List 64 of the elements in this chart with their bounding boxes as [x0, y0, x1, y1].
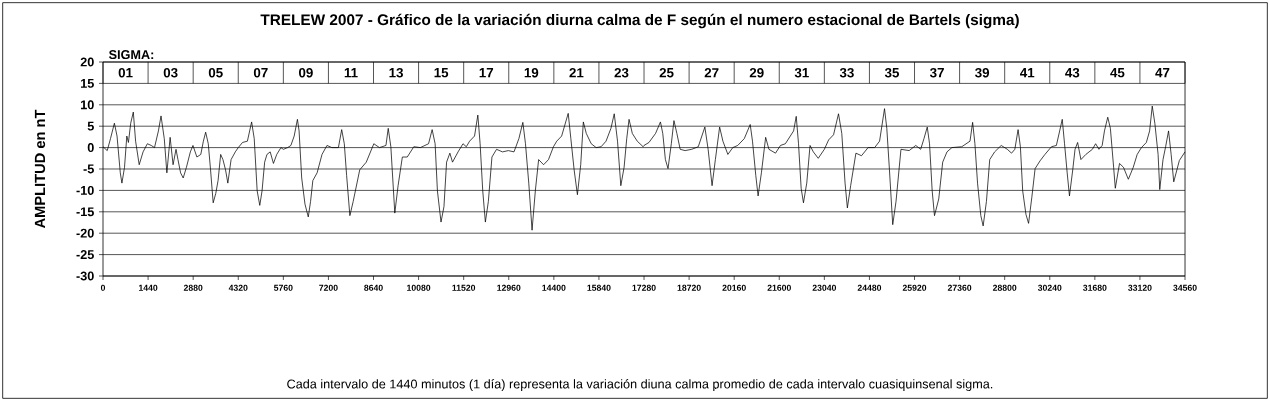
annotation: 41 [1020, 68, 1035, 78]
annotation: 21 [569, 68, 584, 78]
x-tick-label: 14400 [542, 284, 566, 291]
annotation: 05 [208, 67, 223, 78]
annotation: 35 [884, 67, 900, 78]
x-tick-label: 5760 [273, 284, 293, 291]
x-tick-label: 25920 [902, 284, 927, 291]
y-tick-label: -10 [76, 185, 94, 195]
y-tick-label: 0 [87, 143, 94, 153]
y-tick-label: -15 [76, 207, 94, 217]
x-tick-label: 31680 [1083, 284, 1107, 291]
x-tick-label: 30240 [1037, 284, 1062, 291]
x-tick-label: 27360 [947, 284, 972, 291]
x-tick-label: 24480 [857, 284, 882, 291]
annotation: 25 [659, 67, 674, 78]
annotation: 07 [253, 67, 268, 78]
x-tick-label: 12960 [497, 284, 521, 291]
annotation: 19 [524, 67, 539, 78]
y-tick-label: -25 [76, 250, 94, 260]
x-tick-label: 4320 [228, 284, 248, 291]
x-tick-label: 23040 [812, 284, 837, 291]
annotation: 45 [1110, 68, 1125, 78]
x-tick-label: 33120 [1128, 284, 1152, 291]
annotation: 43 [1065, 67, 1080, 78]
x-tick-label: 17280 [632, 284, 656, 291]
annotation: 33 [839, 67, 854, 78]
annotation: 47 [1155, 68, 1170, 78]
y-tick-label: -20 [76, 228, 94, 238]
annotation: 31 [794, 67, 809, 78]
x-tick-label: 8640 [364, 284, 383, 291]
x-tick-label: 34560 [1173, 284, 1197, 291]
x-tick-label: 21600 [767, 284, 791, 291]
y-tick-label: 10 [81, 100, 94, 110]
annotation: 01 [118, 67, 133, 78]
y-tick-label: -30 [76, 271, 94, 281]
text: SIGMA: [108, 50, 154, 60]
annotation: 11 [344, 68, 358, 78]
annotation: 37 [929, 67, 944, 78]
annotation: 13 [389, 67, 403, 78]
x-tick-label: 18720 [677, 284, 701, 291]
y-tick-label: 20 [80, 57, 94, 67]
x-tick-label: 28800 [992, 284, 1017, 291]
x-tick-label: 7200 [319, 284, 338, 291]
y-tick-label: 5 [87, 121, 94, 131]
y-tick-label: -5 [83, 164, 94, 174]
x-tick-label: 11520 [452, 284, 476, 291]
x-tick-label: 2880 [183, 284, 203, 291]
annotation: 29 [749, 67, 764, 78]
x-tick-label: 15840 [587, 284, 611, 291]
y-tick-label: 15 [81, 78, 94, 88]
annotation: 39 [975, 67, 990, 78]
x-tick-label: 1440 [139, 284, 158, 291]
x-tick-label: 20160 [722, 284, 746, 291]
chart-title: TRELEW 2007 - Gráfico de la variación diurna calma de F según el numero estacional de Bartels (sigma) [260, 13, 1019, 29]
x-tick-label: 10080 [407, 284, 431, 291]
annotation: 03 [163, 67, 178, 78]
annotation: 09 [298, 67, 313, 78]
annotation: 27 [704, 68, 719, 78]
annotation: 23 [614, 67, 629, 78]
x-tick-label: 0 [100, 284, 106, 291]
annotation: 17 [479, 68, 494, 78]
y-axis-title: AMPLITUD en nT [34, 109, 46, 229]
text: Cada intervalo de 1440 minutos (1 día) representa la variación diuna calma promedio de cada intervalo cuasiquinsenal sigma. [287, 379, 993, 391]
annotation: 15 [434, 68, 449, 78]
